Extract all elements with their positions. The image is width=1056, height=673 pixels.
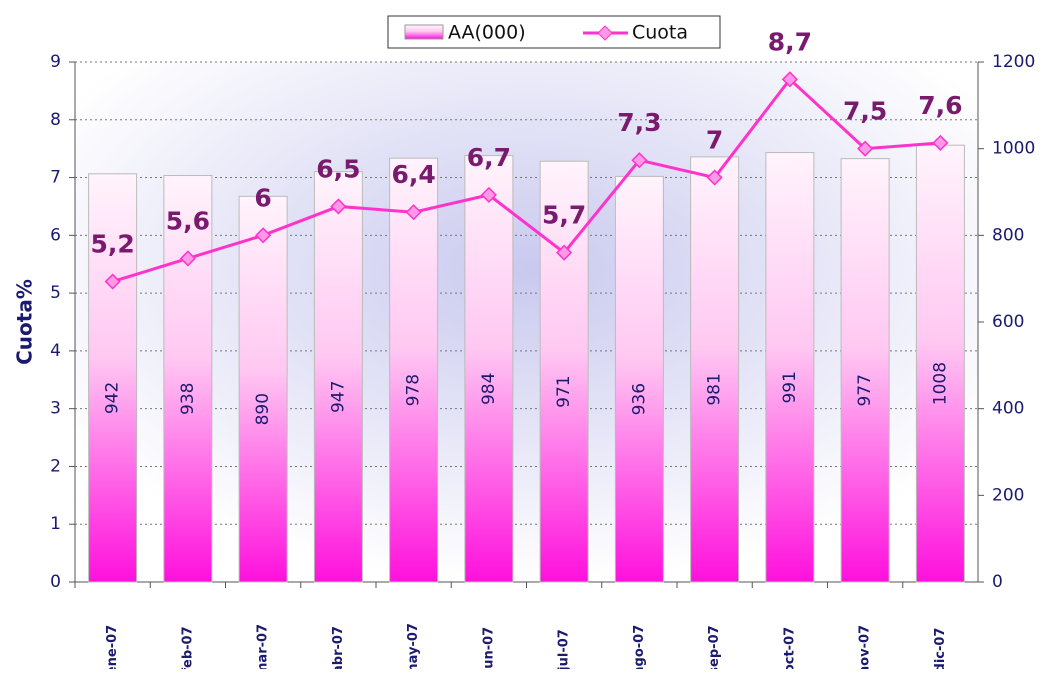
bar xyxy=(765,152,815,583)
x-tick-label: mar-07 xyxy=(256,624,271,669)
legend-label: Cuota xyxy=(632,22,688,44)
bar xyxy=(313,171,363,583)
y2-tick-label: 1200 xyxy=(992,52,1035,72)
y-tick-label: 2 xyxy=(50,456,61,476)
line xyxy=(112,77,941,283)
line-value-label: 5,7 xyxy=(542,201,586,230)
line-marker xyxy=(255,227,272,244)
legend-marker xyxy=(597,25,613,41)
line-marker xyxy=(556,244,573,261)
bar-value-label: 971 xyxy=(554,375,574,407)
bar-value-label: 977 xyxy=(855,374,875,406)
line-marker xyxy=(179,250,196,267)
line-value-label: 5,2 xyxy=(90,230,134,259)
line-marker xyxy=(405,204,422,221)
line-value-label: 7,3 xyxy=(617,108,661,137)
bar xyxy=(389,157,439,583)
y-tick-label: 1 xyxy=(50,514,61,534)
bar-value-label: 981 xyxy=(705,373,725,405)
y2-tick-label: 0 xyxy=(992,572,1003,592)
line-marker xyxy=(104,273,121,290)
line-value-label: 6,4 xyxy=(391,160,435,189)
bar-value-label: 942 xyxy=(103,382,123,414)
line-marker xyxy=(781,71,798,88)
line-marker xyxy=(330,198,347,215)
x-tick-label: nov-07 xyxy=(858,625,873,669)
bar-value-label: 947 xyxy=(328,381,348,413)
x-tick-label: sep-07 xyxy=(707,625,722,669)
y-tick-label: 7 xyxy=(50,168,61,188)
y-tick-label: 4 xyxy=(50,341,61,361)
y2-tick-label: 800 xyxy=(992,225,1024,245)
bar-value-label: 984 xyxy=(479,373,499,405)
bar xyxy=(690,156,740,583)
line-marker xyxy=(857,140,874,157)
x-tick-label: jun-07 xyxy=(481,627,496,669)
bar xyxy=(614,175,664,583)
x-tick-label: jul-07 xyxy=(557,629,572,669)
x-tick-label: dic-07 xyxy=(933,628,948,669)
bar-value-label: 938 xyxy=(178,383,198,415)
bar-value-label: 936 xyxy=(629,383,649,415)
bar-value-label: 978 xyxy=(404,374,424,406)
y-axis-label: Cuota% xyxy=(13,279,37,365)
x-tick-label: may-07 xyxy=(406,623,421,669)
line-value-label: 7,6 xyxy=(918,91,962,120)
bar-value-label: 890 xyxy=(253,393,273,425)
line-value-label: 6,5 xyxy=(316,154,360,183)
y-tick-label: 0 xyxy=(50,572,61,592)
x-tick-label: feb-07 xyxy=(180,626,195,669)
line-value-label: 6 xyxy=(254,183,271,212)
y-tick-label: 6 xyxy=(50,225,61,245)
y2-tick-label: 1000 xyxy=(992,139,1035,159)
line-value-label: 8,7 xyxy=(768,27,812,56)
bar xyxy=(464,155,514,583)
bar xyxy=(238,195,288,583)
line-marker xyxy=(932,134,949,151)
legend-swatch xyxy=(404,24,444,40)
y-tick-label: 5 xyxy=(50,283,61,303)
bar-value-label: 1008 xyxy=(930,362,950,405)
bar xyxy=(840,158,890,583)
x-tick-label: ene-07 xyxy=(105,625,120,669)
bar xyxy=(915,144,965,583)
line-value-label: 6,7 xyxy=(467,143,511,172)
y2-tick-label: 600 xyxy=(992,312,1024,332)
y-tick-label: 3 xyxy=(50,399,61,419)
y-tick-label: 9 xyxy=(50,52,61,72)
line-marker xyxy=(480,186,497,203)
y2-tick-label: 400 xyxy=(992,399,1024,419)
legend-label: AA(000) xyxy=(448,22,526,44)
line-value-label: 7 xyxy=(706,126,723,155)
bar-value-label: 991 xyxy=(780,371,800,403)
y-tick-label: 8 xyxy=(50,110,61,130)
line-marker xyxy=(631,152,648,169)
bar xyxy=(88,173,138,583)
plot-area xyxy=(75,62,978,582)
line-value-label: 5,6 xyxy=(166,206,210,235)
bar xyxy=(163,175,213,583)
x-tick-label: oct-07 xyxy=(782,627,797,669)
x-tick-label: ago-07 xyxy=(632,625,647,669)
line-value-label: 7,5 xyxy=(843,97,887,126)
x-tick-label: abr-07 xyxy=(331,626,346,669)
line-marker xyxy=(706,169,723,186)
y2-tick-label: 200 xyxy=(992,485,1024,505)
